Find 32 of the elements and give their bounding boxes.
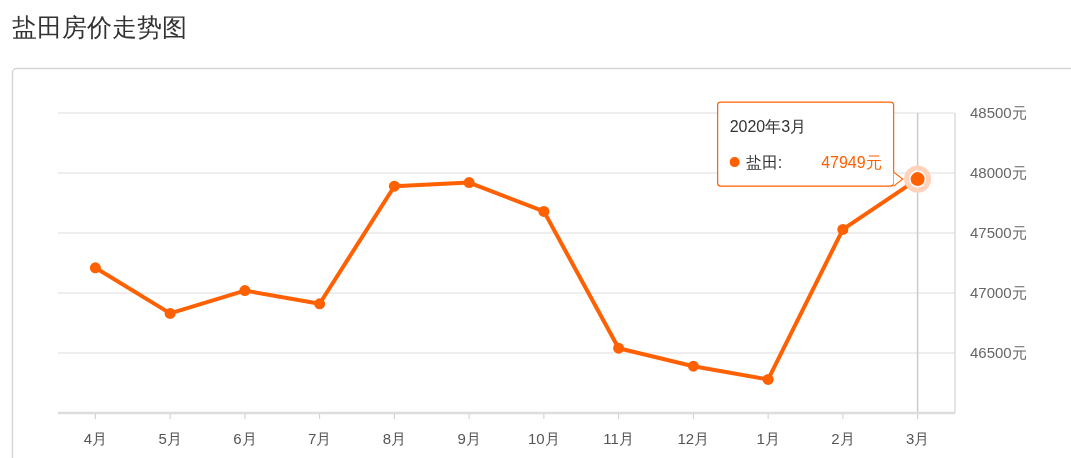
x-tick-label: 7月: [307, 430, 332, 447]
point: [239, 285, 251, 297]
x-tick-label: 9月: [457, 430, 481, 447]
point: [687, 360, 699, 372]
x-tick-label: 4月: [83, 430, 108, 447]
point: [538, 205, 550, 217]
y-tick-label: 48000元: [970, 164, 1027, 182]
x-tick-label: 10月: [528, 430, 560, 447]
x-tick-label: 12月: [677, 430, 710, 447]
x-tick-label: 6月: [233, 430, 257, 447]
y-tick-label: 48500元: [970, 104, 1027, 122]
y-tick-label: 46500元: [970, 344, 1027, 362]
data-label: 47949元: [821, 154, 882, 172]
point: [463, 177, 475, 189]
x-tick-label: 2月: [831, 430, 855, 447]
y-tick-label: 47000元: [970, 284, 1027, 302]
x-tick-label: 8月: [382, 430, 407, 447]
point: [837, 223, 849, 235]
x-tick-label: 1月: [756, 430, 780, 447]
point: [613, 342, 625, 354]
annotation: 2020年3月: [729, 118, 807, 136]
chart-title: 盐田房价走势图: [12, 13, 187, 41]
point: [164, 307, 176, 319]
x-tick-label: 11月: [603, 430, 634, 447]
x-tick-label: 3月: [905, 430, 930, 447]
point: [314, 298, 326, 310]
y-tick-label: 47500元: [970, 224, 1027, 242]
point: [762, 373, 774, 385]
legend-label: 盐田:: [745, 154, 783, 172]
x-tick-label: 5月: [158, 430, 182, 447]
point: [89, 262, 101, 274]
point: [388, 180, 400, 192]
